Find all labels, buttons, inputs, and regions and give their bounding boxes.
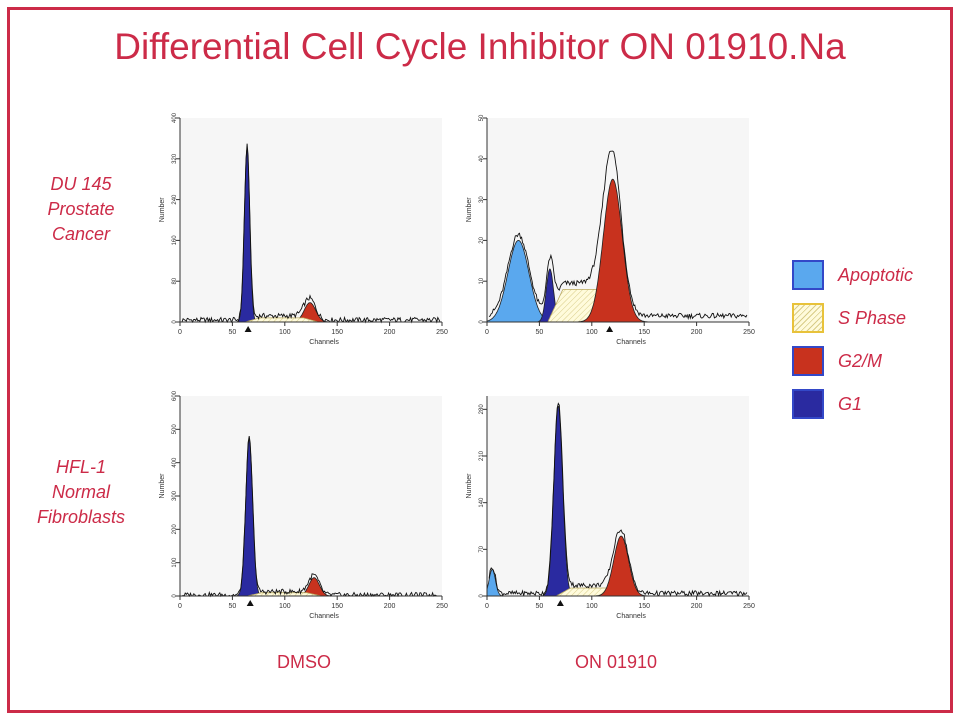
y-tick-label: 320	[172, 153, 178, 164]
y-tick-label: 40	[479, 155, 485, 162]
x-tick-label: 100	[279, 329, 291, 336]
x-tick-label: 0	[485, 603, 489, 610]
legend-swatch-g2m	[792, 346, 824, 376]
x-tick-label: 150	[638, 329, 650, 336]
y-tick-label: 0	[172, 320, 178, 324]
slide-title: Differential Cell Cycle Inhibitor ON 019…	[114, 26, 846, 67]
histogram-hfl1-on01910: 0 50 100 150 200 250 0 70 140 210 280 Channels Numbe…	[466, 396, 755, 620]
legend-swatch-apoptotic	[792, 260, 824, 290]
component-area-g1	[234, 438, 264, 597]
y-tick-label: 0	[479, 594, 485, 598]
x-tick-label: 200	[384, 329, 396, 336]
x-tick-label: 0	[178, 603, 182, 610]
g1-marker	[556, 600, 564, 606]
y-tick-label: 50	[479, 114, 485, 121]
y-tick-label: 0	[172, 594, 178, 598]
histogram-trace	[181, 143, 441, 324]
histogram-hfl1-dmso: 0 50 100 150 200 250 0 100 200 300 400 500 600 Channe…	[159, 390, 448, 620]
x-tick-label: 150	[331, 329, 343, 336]
legend-label: G2/M	[838, 351, 883, 371]
x-tick-label: 100	[279, 603, 291, 610]
legend-label: G1	[838, 394, 863, 414]
x-axis-label: Channels	[616, 613, 646, 620]
x-tick-label: 50	[229, 329, 237, 336]
x-tick-label: 50	[229, 603, 237, 610]
component-area-g2-m	[591, 535, 651, 597]
y-tick-label: 400	[172, 457, 178, 468]
x-tick-label: 0	[178, 329, 182, 336]
y-tick-label: 30	[479, 196, 485, 203]
y-axis-label: Number	[159, 473, 166, 499]
legend-label: S Phase	[838, 308, 907, 328]
x-tick-label: 50	[536, 329, 544, 336]
g1-marker	[244, 326, 252, 332]
row-label-du145: DU 145 Prostate Cancer	[22, 172, 140, 247]
x-tick-label: 150	[331, 603, 343, 610]
legend-swatch-g1	[792, 389, 824, 419]
x-tick-label: 0	[485, 329, 489, 336]
row-label-line: Prostate	[47, 199, 115, 219]
component-area-g2-m	[574, 178, 651, 323]
x-tick-label: 250	[743, 329, 755, 336]
legend-item-apoptotic: Apoptotic	[792, 260, 952, 294]
y-tick-label: 10	[479, 277, 485, 284]
histogram-trace	[181, 436, 440, 598]
y-tick-label: 100	[172, 557, 178, 568]
slide-frame	[7, 7, 953, 713]
y-tick-label: 400	[172, 112, 178, 123]
y-tick-label: 20	[479, 236, 485, 243]
x-tick-label: 100	[586, 329, 598, 336]
y-tick-label: 0	[479, 320, 485, 324]
column-label-dmso: DMSO	[277, 652, 331, 672]
y-tick-label: 600	[172, 390, 178, 401]
x-axis-label: Channels	[309, 613, 339, 620]
x-tick-label: 200	[691, 329, 703, 336]
legend-swatch-s-phase	[792, 303, 824, 333]
y-tick-label: 160	[172, 235, 178, 246]
row-label-line: DU 145	[50, 174, 112, 194]
legend-item-g1: G1	[792, 389, 952, 423]
y-tick-label: 300	[172, 490, 178, 501]
x-tick-label: 50	[536, 603, 544, 610]
histogram-du145-dmso: 0 50 100 150 200 250 0 80 160 240 320 400 Channels Nu…	[159, 112, 448, 346]
x-tick-label: 100	[586, 603, 598, 610]
y-tick-label: 140	[479, 497, 485, 508]
y-axis-label: Number	[466, 197, 473, 223]
x-tick-label: 150	[638, 603, 650, 610]
x-tick-label: 200	[691, 603, 703, 610]
row-label-line: Fibroblasts	[36, 507, 126, 527]
x-tick-label: 250	[436, 329, 448, 336]
y-axis-label: Number	[466, 473, 473, 499]
histogram-trace	[488, 402, 748, 598]
x-axis-label: Channels	[616, 339, 646, 346]
column-label-on01910: ON 01910	[574, 652, 658, 672]
y-tick-label: 80	[172, 277, 178, 284]
x-tick-label: 250	[743, 603, 755, 610]
plot-area	[180, 396, 442, 596]
y-tick-label: 500	[172, 424, 178, 435]
row-label-line: HFL-1	[55, 457, 106, 477]
y-tick-label: 210	[479, 450, 485, 461]
y-tick-label: 200	[172, 524, 178, 535]
x-tick-label: 200	[384, 603, 396, 610]
histogram-du145-on01910: 0 50 100 150 200 250 0 10 20 30 40 50 Channels Number	[466, 114, 755, 346]
x-tick-label: 250	[436, 603, 448, 610]
component-area-s-phase	[244, 317, 319, 323]
g1-marker	[606, 326, 614, 332]
histogram-trace	[488, 150, 748, 321]
y-tick-label: 70	[479, 545, 485, 552]
y-tick-label: 280	[479, 404, 485, 415]
plot-area	[180, 118, 442, 322]
row-label-hfl1: HFL-1 Normal Fibroblasts	[22, 455, 140, 530]
g1-marker	[246, 600, 254, 606]
y-axis-label: Number	[159, 197, 166, 223]
legend-item-g2m: G2/M	[792, 346, 952, 380]
y-tick-label: 240	[172, 194, 178, 205]
legend-label: Apoptotic	[838, 265, 914, 285]
x-axis-label: Channels	[309, 339, 339, 346]
row-label-line: Normal	[51, 482, 110, 502]
legend-item-s-phase: S Phase	[792, 303, 952, 337]
row-label-line: Cancer	[51, 224, 111, 244]
